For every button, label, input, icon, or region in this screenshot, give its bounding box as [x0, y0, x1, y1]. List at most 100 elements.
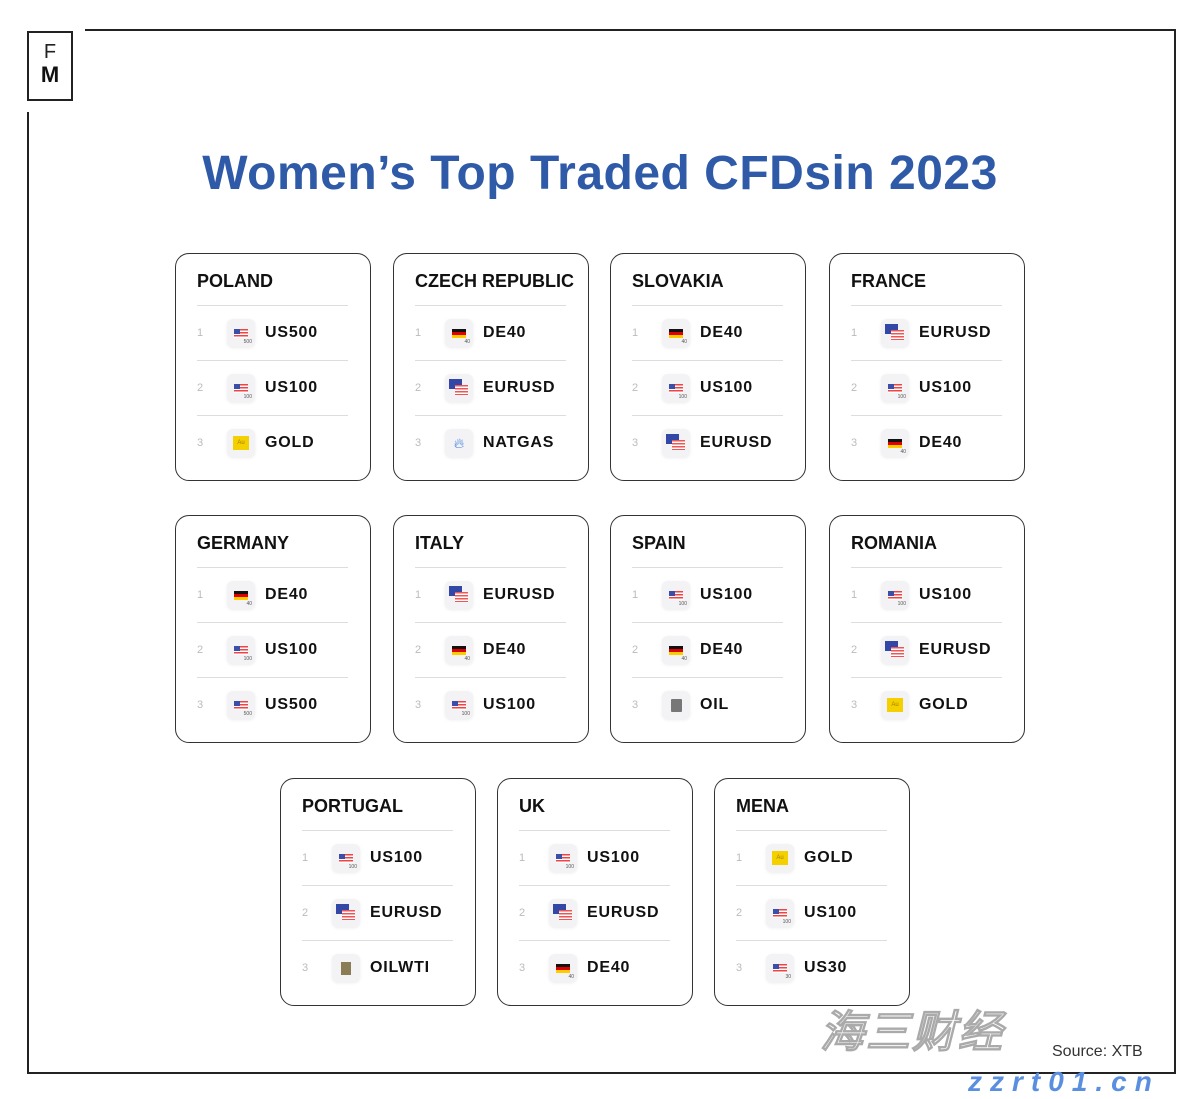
- list-item: 3 40 DE40: [519, 941, 670, 995]
- instrument-symbol: DE40: [483, 641, 527, 658]
- divider: [632, 360, 783, 361]
- rank-number: 2: [851, 644, 858, 656]
- instrument-symbol: US100: [919, 586, 972, 603]
- page-title: Women’s Top Traded CFDsin 2023: [202, 147, 998, 200]
- instrument-symbol: DE40: [483, 324, 527, 341]
- us-flag-icon: 100: [881, 581, 909, 609]
- source-label: Source: XTB: [1052, 1043, 1143, 1060]
- instrument-symbol: GOLD: [265, 434, 315, 451]
- country-card-mena: MENA 1 Au GOLD 2 100 US100 3 30 US30: [714, 778, 910, 1006]
- eu-us-flags-icon: [332, 899, 360, 927]
- rank-number: 3: [197, 699, 204, 711]
- instrument-symbol: US500: [265, 324, 318, 341]
- rank-number: 3: [302, 962, 309, 974]
- divider: [851, 360, 1002, 361]
- list-item: 3 30 US30: [736, 941, 887, 995]
- country-name: UK: [519, 796, 545, 816]
- list-item: 1 EURUSD: [415, 568, 566, 622]
- instrument-symbol: NATGAS: [483, 434, 555, 451]
- list-item: 3 OIL: [632, 678, 783, 732]
- logo-letter-m: M: [40, 62, 60, 87]
- rank-number: 2: [415, 644, 422, 656]
- divider: [197, 622, 348, 623]
- instrument-symbol: DE40: [919, 434, 963, 451]
- frame-border-bottom: [27, 1072, 1176, 1074]
- divider: [415, 567, 566, 568]
- list-item: 3 EURUSD: [632, 416, 783, 470]
- divider: [197, 305, 348, 306]
- list-item: 2 EURUSD: [519, 886, 670, 940]
- divider: [302, 830, 453, 831]
- divider: [415, 622, 566, 623]
- country-name: SPAIN: [632, 533, 686, 553]
- rank-number: 1: [197, 327, 204, 339]
- divider: [519, 830, 670, 831]
- us-flag-icon: 100: [766, 899, 794, 927]
- list-item: 1 40 DE40: [415, 306, 566, 360]
- list-item: 2 EURUSD: [851, 623, 1002, 677]
- instrument-symbol: OILWTI: [370, 959, 430, 976]
- list-item: 2 40 DE40: [415, 623, 566, 677]
- eu-us-flags-icon: [881, 636, 909, 664]
- rank-number: 2: [519, 907, 526, 919]
- country-card-czech-republic: CZECH REPUBLIC 1 40 DE40 2 EURUSD 3 🔥︎ N…: [393, 253, 589, 481]
- frame-border-top: [85, 29, 1176, 31]
- instrument-symbol: US100: [483, 696, 536, 713]
- instrument-symbol: EURUSD: [587, 904, 660, 921]
- country-card-france: FRANCE 1 EURUSD 2 100 US100 3 40 DE40: [829, 253, 1025, 481]
- us-flag-icon: 100: [332, 844, 360, 872]
- gold-icon: Au: [766, 844, 794, 872]
- instrument-symbol: DE40: [587, 959, 631, 976]
- country-card-poland: POLAND 1 500 US500 2 100 US100 3 Au GOLD: [175, 253, 371, 481]
- frame-border-right: [1174, 29, 1176, 1074]
- us-flag-icon: 100: [662, 374, 690, 402]
- list-item: 2 EURUSD: [302, 886, 453, 940]
- list-item: 2 100 US100: [632, 361, 783, 415]
- divider: [632, 415, 783, 416]
- divider: [519, 940, 670, 941]
- country-name: ITALY: [415, 533, 465, 553]
- country-name: ROMANIA: [851, 533, 937, 553]
- list-item: 3 Au GOLD: [851, 678, 1002, 732]
- gold-icon: Au: [881, 691, 909, 719]
- divider: [197, 415, 348, 416]
- divider: [851, 415, 1002, 416]
- rank-number: 3: [632, 437, 639, 449]
- list-item: 2 100 US100: [851, 361, 1002, 415]
- rank-number: 2: [415, 382, 422, 394]
- rank-number: 2: [632, 644, 639, 656]
- us-flag-icon: 100: [227, 374, 255, 402]
- rank-number: 3: [415, 699, 422, 711]
- instrument-symbol: GOLD: [804, 849, 854, 866]
- divider: [851, 677, 1002, 678]
- watermark-url: zzrt01.cn: [968, 1066, 1160, 1097]
- watermark-cn: 海三财经: [820, 1008, 1004, 1058]
- frame-border-left: [27, 112, 29, 1074]
- instrument-symbol: DE40: [700, 324, 744, 341]
- rank-number: 2: [736, 907, 743, 919]
- flame-icon: 🔥︎: [445, 429, 473, 457]
- us-flag-icon: 100: [227, 636, 255, 664]
- list-item: 3 100 US100: [415, 678, 566, 732]
- divider: [736, 885, 887, 886]
- eu-us-flags-icon: [662, 429, 690, 457]
- list-item: 3 500 US500: [197, 678, 348, 732]
- divider: [632, 305, 783, 306]
- divider: [415, 305, 566, 306]
- list-item: 1 Au GOLD: [736, 831, 887, 885]
- rank-number: 3: [197, 437, 204, 449]
- de-flag-icon: 40: [549, 954, 577, 982]
- list-item: 1 40 DE40: [632, 306, 783, 360]
- list-item: 3 Au GOLD: [197, 416, 348, 470]
- country-name: SLOVAKIA: [632, 271, 724, 291]
- instrument-symbol: US100: [587, 849, 640, 866]
- country-name: GERMANY: [197, 533, 290, 553]
- instrument-symbol: EURUSD: [919, 641, 992, 658]
- fm-logo: F M: [27, 31, 73, 101]
- rank-number: 1: [519, 852, 526, 864]
- divider: [197, 677, 348, 678]
- divider: [632, 622, 783, 623]
- list-item: 2 EURUSD: [415, 361, 566, 415]
- instrument-symbol: EURUSD: [483, 379, 556, 396]
- rank-number: 1: [851, 327, 858, 339]
